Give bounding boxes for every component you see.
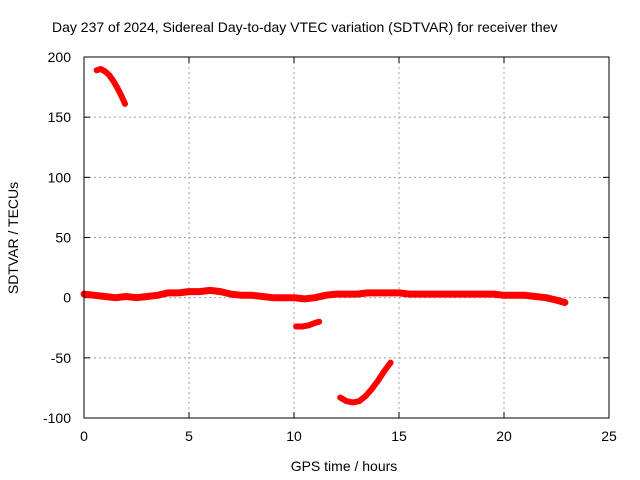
x-tick-label: 10: [286, 428, 302, 444]
series-arc-3: [337, 359, 394, 406]
x-tick-label: 0: [80, 428, 88, 444]
y-tick-label: -100: [43, 410, 71, 426]
y-tick-labels: 200 150 100 50 0 -50 -100: [43, 49, 71, 426]
y-tick-label: 150: [48, 109, 72, 125]
x-axis-label: GPS time / hours: [291, 458, 398, 474]
y-tick-label: 0: [63, 290, 71, 306]
plot-frame: [83, 56, 610, 419]
x-tick-label: 25: [601, 428, 617, 444]
y-tick-label: -50: [51, 350, 71, 366]
grid: [84, 57, 609, 418]
y-tick-label: 200: [48, 49, 72, 65]
series-layer: [80, 66, 569, 406]
series-main-track: [80, 286, 569, 306]
series-arc-1: [93, 66, 128, 107]
y-axis-label: SDTVAR / TECUs: [5, 182, 21, 294]
x-tick-label: 15: [391, 428, 407, 444]
x-tick-label: 20: [496, 428, 512, 444]
y-tick-label: 100: [48, 169, 72, 185]
y-tick-label: 50: [55, 230, 71, 246]
series-arc-2: [293, 318, 323, 330]
chart-title: Day 237 of 2024, Sidereal Day-to-day VTE…: [52, 19, 558, 35]
x-tick-labels: 0 5 10 15 20 25: [80, 428, 617, 444]
x-tick-label: 5: [185, 428, 193, 444]
